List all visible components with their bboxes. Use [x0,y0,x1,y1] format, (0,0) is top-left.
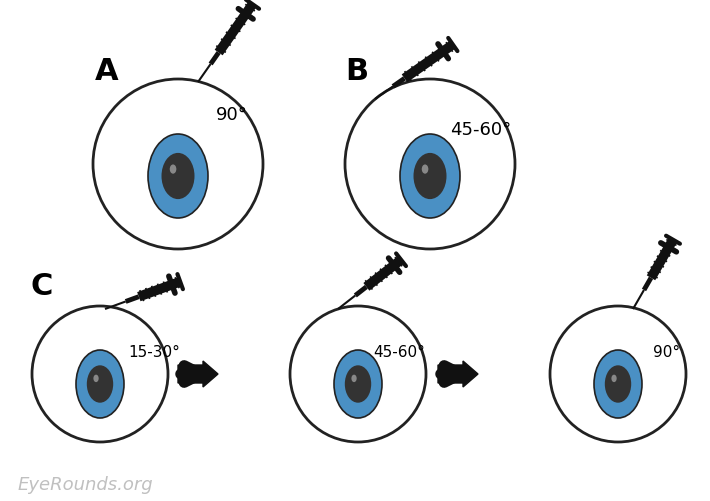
Text: 15-30°: 15-30° [128,344,180,359]
Ellipse shape [422,165,428,174]
Ellipse shape [334,350,382,418]
Ellipse shape [170,165,176,174]
Circle shape [345,80,515,249]
Circle shape [93,80,263,249]
Ellipse shape [76,350,124,418]
Text: 45-60°: 45-60° [373,344,425,359]
Text: A: A [95,57,119,86]
Text: C: C [30,272,53,301]
Ellipse shape [161,154,195,200]
Ellipse shape [87,366,113,403]
Circle shape [290,307,426,442]
Ellipse shape [94,375,99,382]
Text: 90°: 90° [216,106,248,124]
Circle shape [32,307,168,442]
Text: 90°: 90° [653,344,680,359]
Ellipse shape [148,135,208,218]
Text: EyeRounds.org: EyeRounds.org [18,475,153,493]
Ellipse shape [605,366,631,403]
Ellipse shape [351,375,356,382]
Ellipse shape [345,366,371,403]
Circle shape [550,307,686,442]
Ellipse shape [400,135,460,218]
Ellipse shape [413,154,447,200]
Text: B: B [345,57,368,86]
FancyArrow shape [178,361,218,387]
Text: 45-60°: 45-60° [450,121,511,139]
FancyArrow shape [438,361,478,387]
Ellipse shape [611,375,617,382]
Ellipse shape [594,350,642,418]
